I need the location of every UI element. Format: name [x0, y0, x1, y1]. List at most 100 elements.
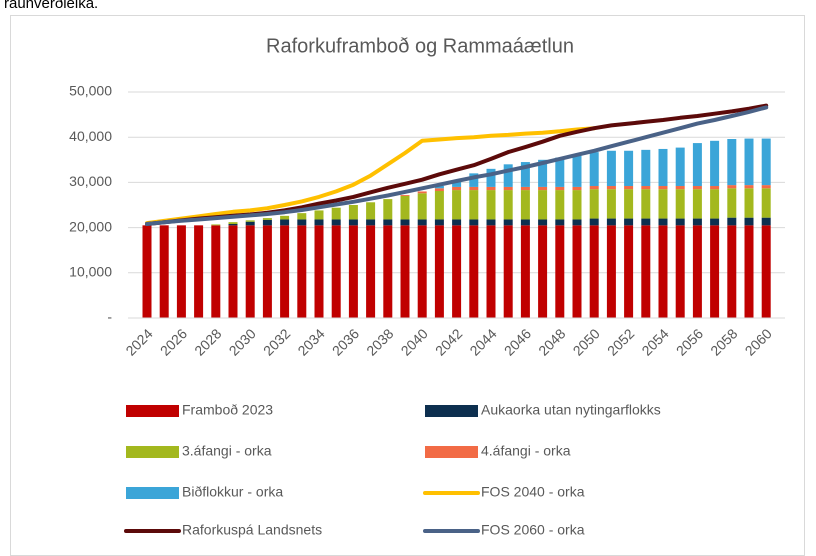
bar-segment	[538, 225, 548, 318]
bar-segment	[176, 225, 186, 318]
bar-segment	[761, 138, 771, 186]
legend-label: Aukaorka utan nytingarflokks	[481, 402, 661, 418]
legend-label: 3.áfangi - orka	[182, 443, 272, 459]
bar-segment	[417, 191, 427, 194]
bar-segment	[228, 223, 238, 226]
bar-segment	[520, 190, 530, 220]
bar-segment	[658, 218, 668, 226]
bar-segment	[572, 186, 582, 191]
bar-segment	[383, 199, 393, 220]
bar-segment	[228, 225, 238, 318]
bar-segment	[520, 225, 530, 318]
bar-segment	[434, 219, 444, 226]
bar-segment	[744, 225, 754, 318]
bar-segment	[692, 143, 702, 187]
bar-segment	[245, 221, 255, 226]
bar-segment	[761, 185, 771, 189]
bar-segment	[744, 138, 754, 186]
bar-segment	[538, 219, 548, 226]
bar-segment	[297, 213, 307, 220]
bar-segment	[692, 225, 702, 318]
bar-segment	[589, 189, 599, 219]
bar-segment	[710, 189, 720, 219]
bar-segment	[606, 186, 616, 190]
bar-segment	[675, 186, 685, 190]
bar-segment	[675, 218, 685, 226]
bar-segment	[555, 157, 565, 187]
bar-segment	[572, 219, 582, 226]
bar-segment	[658, 189, 668, 219]
caption: raunverðleika.	[4, 0, 98, 12]
bar-segment	[641, 189, 651, 219]
bar-segment	[245, 220, 255, 222]
bar-segment	[555, 219, 565, 226]
bar-segment	[710, 218, 720, 226]
bar-segment	[503, 219, 513, 226]
bar-segment	[400, 225, 410, 318]
bar-segment	[589, 152, 599, 187]
bar-segment	[228, 222, 238, 224]
legend-swatch	[126, 405, 179, 417]
bar-segment	[434, 225, 444, 318]
bar-segment	[710, 225, 720, 318]
bar-segment	[331, 225, 341, 318]
bar-segment	[572, 154, 582, 187]
bar-segment	[503, 190, 513, 220]
bar-segment	[434, 188, 444, 191]
bar-segment	[624, 186, 634, 190]
bar-segment	[434, 190, 444, 220]
bar-segment	[520, 162, 530, 187]
bar-segment	[366, 225, 376, 318]
bar-segment	[572, 190, 582, 220]
bar-segment	[314, 210, 324, 220]
bar-segment	[538, 186, 548, 191]
y-tick-label: 50,000	[69, 83, 112, 99]
bar-segment	[675, 147, 685, 187]
bar-segment	[658, 148, 668, 187]
bar-segment	[486, 168, 496, 187]
bar-segment	[503, 186, 513, 191]
bar-segment	[761, 225, 771, 318]
bar-segment	[383, 219, 393, 226]
bar-segment	[658, 186, 668, 190]
legend-label: Biðflokkur - orka	[182, 484, 283, 500]
bar-segment	[744, 217, 754, 226]
bar-segment	[641, 186, 651, 190]
bar-segment	[452, 190, 462, 220]
bar-segment	[503, 164, 513, 187]
bar-segment	[486, 190, 496, 220]
bar-segment	[417, 193, 427, 220]
bar-segment	[400, 219, 410, 226]
line	[145, 126, 597, 226]
bar-segment	[452, 225, 462, 318]
bar-segment	[400, 195, 410, 220]
bar-segment	[520, 186, 530, 191]
bar-segment	[469, 173, 479, 187]
bar-segment	[641, 149, 651, 187]
legend-swatch	[425, 405, 478, 417]
bar-segment	[280, 215, 290, 220]
bar-segment	[658, 225, 668, 318]
bar-segment	[348, 205, 358, 220]
legend-label: Raforkuspá Landsnets	[182, 522, 322, 538]
bar-segment	[280, 219, 290, 226]
bar-segment	[727, 225, 737, 318]
chart-title: Raforkuframboð og Rammaáætlun	[266, 35, 574, 57]
bar-segment	[142, 225, 152, 318]
bar-segment	[211, 225, 221, 318]
bar-segment	[727, 217, 737, 226]
bar-segment	[641, 218, 651, 226]
bar-segment	[692, 218, 702, 226]
bar-segment	[469, 190, 479, 220]
bar-segment	[452, 180, 462, 187]
legend-label: 4.áfangi - orka	[481, 443, 571, 459]
bar-segment	[624, 218, 634, 226]
bar-segment	[297, 219, 307, 226]
bar-segment	[727, 188, 737, 218]
bar-segment	[262, 218, 272, 220]
bar-segment	[262, 219, 272, 226]
bar-segment	[624, 225, 634, 318]
bar-segment	[348, 225, 358, 318]
bar-segment	[692, 189, 702, 219]
